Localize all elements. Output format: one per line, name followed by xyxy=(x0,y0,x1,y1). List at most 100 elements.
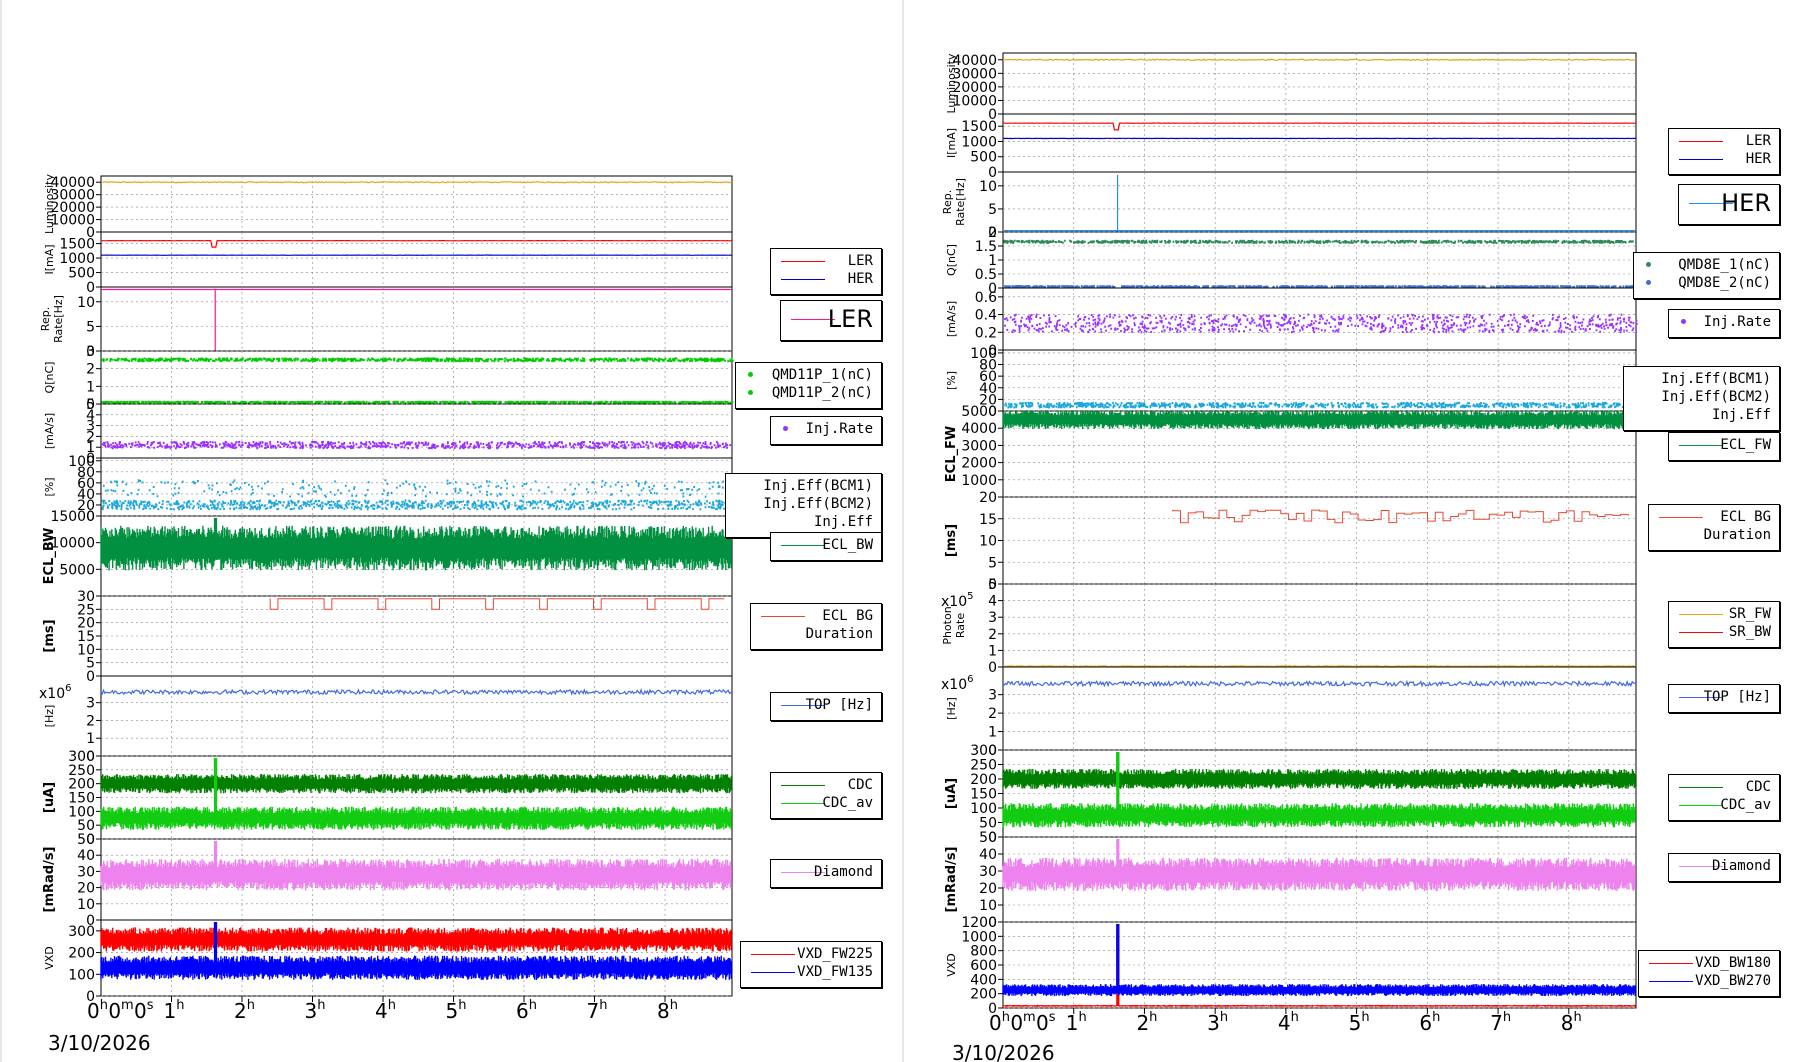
ytick-label: 20 xyxy=(979,490,997,506)
ytick-label: 40 xyxy=(979,847,997,863)
legend-label: Inj.Eff xyxy=(813,514,873,530)
legend-1-2: HER xyxy=(1678,184,1780,225)
legend-symbol xyxy=(781,279,825,280)
legend-symbol xyxy=(1679,805,1723,806)
ytick-label: 10000 xyxy=(50,536,95,552)
legend-entry: QMD11P_1(nC) xyxy=(736,366,881,384)
legend-symbol xyxy=(751,972,795,973)
ytick-label: 15 xyxy=(979,512,997,528)
ytick-label: 5 xyxy=(988,577,997,593)
ytick-label: 5 xyxy=(988,202,997,218)
legend-label: VXD_FW225 xyxy=(797,946,873,962)
ytick-label: 0 xyxy=(988,830,997,846)
series-0 xyxy=(269,598,725,610)
series-0 xyxy=(1003,175,1636,232)
ytick-label: 50 xyxy=(77,832,95,848)
legend-symbol xyxy=(783,426,788,431)
xtick-label: 8h xyxy=(657,998,678,1023)
mark-dots xyxy=(1003,401,1635,409)
series-0 xyxy=(100,181,733,184)
xtick-label: 3h xyxy=(1207,1010,1228,1035)
ylabel: Q[nC] xyxy=(945,244,958,276)
series-1 xyxy=(100,922,732,980)
legend-symbol xyxy=(781,545,825,546)
strip-0-8: 32 1 0 [Hz] x106 xyxy=(39,675,733,765)
legend-label: Duration xyxy=(805,626,873,642)
ytick-label: 2000 xyxy=(961,456,997,472)
ylabel: [ms] xyxy=(42,619,57,652)
ytick-label: 40 xyxy=(979,381,997,397)
ytick-label: 20 xyxy=(77,616,95,632)
ytick-label: 5 xyxy=(86,319,95,335)
legend-entry: QMD8E_1(nC) xyxy=(1634,256,1779,274)
xtick-label-origin: 0h 0m 0s xyxy=(989,1010,1056,1035)
ytick-label: 10000 xyxy=(952,93,997,109)
legend-0-3: QMD11P_1(nC) QMD11P_2(nC) xyxy=(735,362,882,409)
ytick-label: 5000 xyxy=(59,562,95,578)
legend-label: LER xyxy=(827,305,873,333)
legend-label: Diamond xyxy=(813,864,873,880)
ytick-label: 200 xyxy=(970,987,997,1003)
legend-symbol xyxy=(1679,866,1723,867)
legend-entry: Inj.Eff xyxy=(1624,406,1779,424)
mark-steps xyxy=(269,598,725,610)
ylabel: Rep.Rate[Hz] xyxy=(39,295,65,343)
legend-entry: TOP [Hz] xyxy=(771,696,881,714)
ytick-label: 2 xyxy=(988,706,997,722)
series-1 xyxy=(1002,752,1636,828)
ytick-label: 3 xyxy=(86,419,95,435)
ytick-label: 0.4 xyxy=(975,308,997,324)
legend-label: Inj.Eff(BCM1) xyxy=(763,478,873,494)
legend-label: SR_FW xyxy=(1728,606,1771,622)
ytick-label: 100 xyxy=(970,801,997,817)
ytick-label: 5 xyxy=(988,555,997,571)
legend-entry: CDC_av xyxy=(771,794,881,812)
ytick-label: 10 xyxy=(979,179,997,195)
ytick-label: 40 xyxy=(77,487,95,503)
legend-entry: Diamond xyxy=(771,863,881,881)
ytick-label: 0 xyxy=(86,989,95,1005)
legend-entry: HER xyxy=(771,270,881,288)
series-0 xyxy=(1002,58,1637,62)
legend-label: ECL BG xyxy=(1720,509,1771,525)
legend-label: ECL_FW xyxy=(1720,437,1771,453)
legend-entry: VXD_FW135 xyxy=(741,963,881,981)
ytick-label: 300 xyxy=(970,743,997,759)
strip-1-4: 0.6 0.40.2 0 [mA/s] xyxy=(945,287,1638,359)
mark-dots xyxy=(102,479,734,498)
legend-label: VXD_BW270 xyxy=(1695,973,1771,989)
ytick-label: 1000 xyxy=(961,134,997,150)
ytick-label: 15000 xyxy=(50,509,95,525)
ytick-label: 3 xyxy=(988,610,997,626)
ytick-label: 40000 xyxy=(952,53,997,69)
strip-frame xyxy=(1002,583,1637,668)
ytick-label: 0 xyxy=(988,107,997,123)
ytick-label: 0 xyxy=(988,165,997,181)
legend-entry: QMD8E_2(nC) xyxy=(1634,274,1779,292)
legend-0-10: Diamond xyxy=(770,859,882,888)
legend-label: VXD_FW135 xyxy=(797,964,873,980)
ytick-label: 25 xyxy=(77,602,95,618)
ytick-label: 1000 xyxy=(59,251,95,267)
ytick-label: 20 xyxy=(77,498,95,514)
ytick-label: 4 xyxy=(988,594,997,610)
mark-line xyxy=(1002,58,1637,62)
ytick-label: 0.6 xyxy=(975,290,997,306)
strip-0-2: 10 5 0 Rep.Rate[Hz] xyxy=(39,286,733,360)
mark-line xyxy=(100,688,733,696)
xtick-label: 6h xyxy=(516,998,537,1023)
legend-symbol xyxy=(1681,319,1686,324)
ylabel: [Hz] xyxy=(945,697,958,720)
ytick-label: 30 xyxy=(77,589,95,605)
ytick-label: 5 xyxy=(86,397,95,413)
legend-0-5: Inj.Eff(BCM1) Inj.Eff(BCM2) Inj.Eff xyxy=(725,473,882,538)
series-0 xyxy=(100,518,732,571)
mark-dots xyxy=(1004,313,1638,334)
ylabel: [uA] xyxy=(944,778,959,809)
ytick-label: 400 xyxy=(970,972,997,988)
ytick-label: 0 xyxy=(86,913,95,929)
ytick-label: 4000 xyxy=(961,421,997,437)
legend-symbol xyxy=(748,390,753,395)
legend-label: Inj.Rate xyxy=(805,421,873,437)
